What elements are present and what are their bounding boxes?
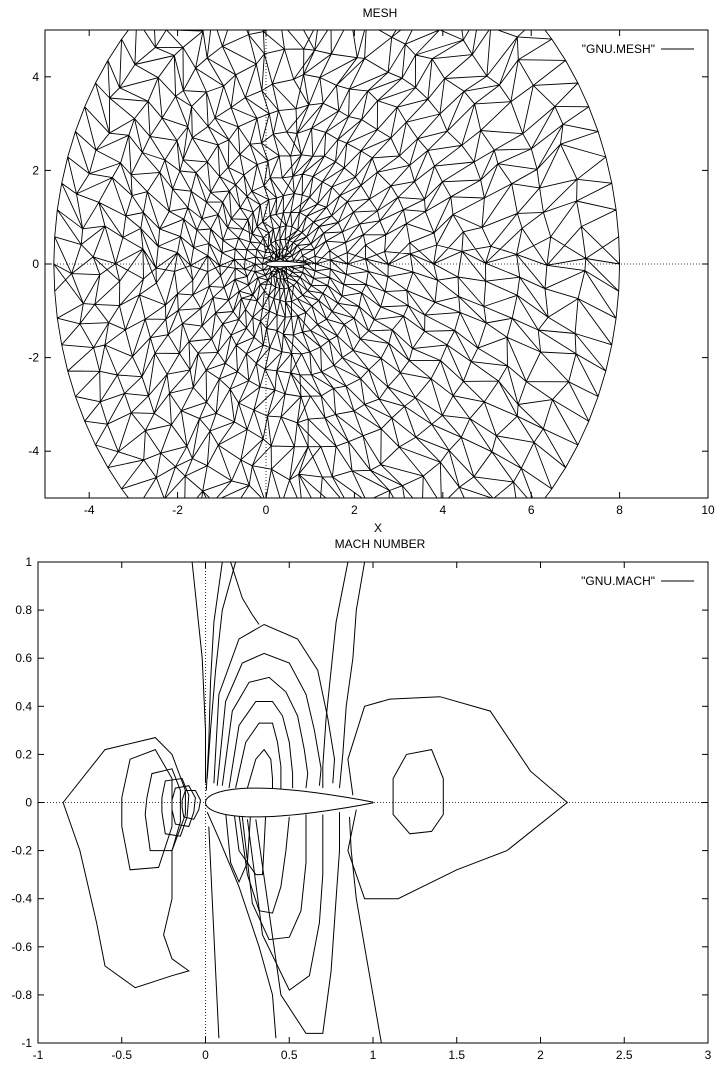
mach-contour-line: [230, 562, 260, 625]
mach-contour-line: [225, 812, 252, 884]
mesh-ytick-label: -4: [28, 444, 39, 458]
mach-contour-line: [213, 623, 336, 784]
mach-contour-line: [238, 814, 290, 914]
mach-legend: "GNU.MACH": [581, 574, 694, 588]
mach-ytick-label: 0.2: [15, 747, 32, 761]
mesh-xtick-label: 10: [701, 503, 715, 517]
mach-airfoil: [204, 787, 374, 818]
mesh-xtick-label: 2: [351, 503, 358, 517]
mach-ticks: -1 -0.5 0 0.5 1 1.5 2 2.5 3 -1 -0.8 -0.6 -0.4 -0.2 0 0.…: [11, 555, 711, 1062]
mesh-plot-area: [45, 30, 708, 498]
mach-contour-line: [255, 812, 340, 1034]
mach-contour-line: [181, 790, 202, 820]
mach-contour-line: [392, 749, 444, 835]
mach-xtick-label: 3: [705, 1048, 712, 1062]
mach-contour-line: [62, 737, 190, 989]
mach-title: MACH NUMBER: [335, 537, 426, 551]
mach-contour-line: [235, 722, 282, 791]
mach-ytick-label: -1: [21, 1036, 32, 1050]
mach-contour-line: [216, 652, 322, 786]
mach-xtick-label: -0.5: [111, 1048, 132, 1062]
mach-ytick-label: 0.6: [15, 651, 32, 665]
mesh-lines: [53, 30, 621, 498]
mach-contour-line: [206, 562, 237, 779]
mach-xtick-label: 1.5: [448, 1048, 465, 1062]
mach-contour-line: [221, 676, 309, 789]
mach-ytick-label: 0: [25, 796, 32, 810]
mesh-xtick-label: 0: [263, 503, 270, 517]
mach-contour-line: [347, 696, 569, 900]
mesh-legend-label: "GNU.MESH": [582, 42, 655, 56]
mesh-ytick-label: 2: [32, 163, 39, 177]
mesh-xtick-label: 4: [439, 503, 446, 517]
mach-contour-line: [208, 826, 220, 1039]
mach-contour-line: [191, 562, 206, 784]
mach-contour-line: [144, 768, 181, 852]
mach-legend-label: "GNU.MACH": [581, 574, 655, 588]
mach-contour-line: [206, 811, 277, 1039]
mach-xtick-label: 2: [537, 1048, 544, 1062]
mach-contour-line: [205, 562, 223, 791]
mesh-edges: [53, 30, 621, 498]
mach-contour-line: [121, 748, 173, 871]
mesh-legend: "GNU.MESH": [582, 42, 694, 56]
mach-contour-line: [322, 562, 349, 789]
mach-ytick-label: 0.8: [15, 603, 32, 617]
mach-xtick-label: 2.5: [616, 1048, 633, 1062]
mach-contour-line: [161, 777, 190, 837]
mach-ytick-label: 1: [25, 555, 32, 569]
mach-contour-line: [246, 814, 324, 991]
mach-lines: [62, 562, 569, 1043]
mesh-ytick-label: 4: [32, 70, 39, 84]
mach-ytick-label: -0.6: [11, 940, 32, 954]
mesh-xtick-label: -2: [172, 503, 183, 517]
mesh-xtick-label: 6: [528, 503, 535, 517]
mach-contour-line: [349, 816, 382, 1043]
mach-xtick-label: 0.5: [281, 1048, 298, 1062]
mach-xtick-label: 1: [370, 1048, 377, 1062]
mesh-ytick-label: 0: [32, 257, 39, 271]
mesh-ticks: -4 -2 0 2 4 6 8 10 -4 -2 0 2 4: [28, 30, 715, 517]
mach-ytick-label: -0.4: [11, 892, 32, 906]
mesh-xlabel: X: [374, 521, 382, 535]
mach-panel: MACH NUMBER -1 -0.5 0 0.5 1 1.5 2 2.5 3 -1 -0.8 -0.…: [11, 537, 711, 1062]
mach-contour-line: [241, 814, 307, 941]
mesh-xtick-label: -4: [84, 503, 95, 517]
mach-xtick-label: -1: [33, 1048, 44, 1062]
mach-contour-line: [339, 562, 366, 789]
mach-ytick-label: -0.8: [11, 988, 32, 1002]
mach-contour-line: [171, 785, 196, 828]
mach-contour-line: [228, 701, 294, 789]
mach-ytick-label: 0.4: [15, 699, 32, 713]
mach-contour-line: [233, 812, 267, 876]
mesh-xtick-label: 8: [616, 503, 623, 517]
mesh-ytick-label: -2: [28, 351, 39, 365]
mesh-title: MESH: [363, 6, 398, 20]
mach-contour-line: [246, 748, 273, 791]
mesh-panel: MESH -4 -2 0 2 4 6 8 10 -4 -2 0 2 4 X "GNU.MESH": [28, 6, 715, 535]
mach-plot-area: [38, 562, 708, 1043]
mesh-airfoil: [265, 260, 311, 268]
mach-ytick-label: -0.2: [11, 844, 32, 858]
mach-xtick-label: 0: [202, 1048, 209, 1062]
